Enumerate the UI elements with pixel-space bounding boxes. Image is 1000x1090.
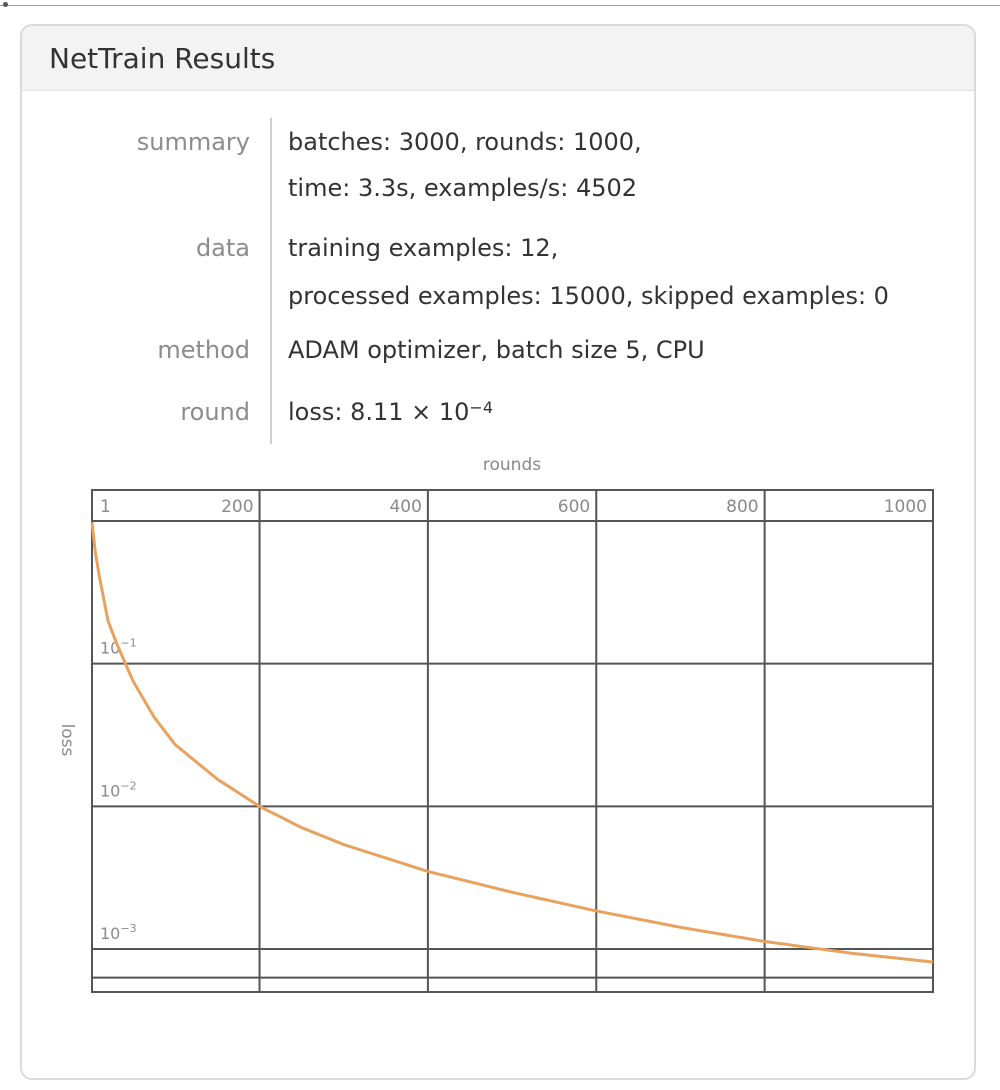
round-value: loss: 8.11 × 10−4 [288, 388, 493, 436]
summary-value-line1: batches: 3000, rounds: 1000, [288, 128, 642, 156]
nettrain-results-panel: NetTrain Results summary batches: 3000, … [20, 24, 976, 1080]
y-tick-label: 10−2 [100, 779, 137, 800]
x-axis-title: rounds [483, 455, 541, 475]
top-divider [0, 0, 1000, 7]
data-value-line2: processed examples: 15000, skipped examp… [288, 282, 889, 310]
y-tick-label: 10−1 [100, 637, 137, 658]
y-tick-label: 10−3 [100, 922, 137, 943]
data-label: data [195, 234, 250, 262]
x-tick-label: 600 [558, 497, 590, 517]
x-tick-label: 200 [221, 497, 253, 517]
method-value: ADAM optimizer, batch size 5, CPU [288, 336, 705, 364]
panel-header: NetTrain Results [22, 26, 974, 91]
panel-title: NetTrain Results [49, 41, 276, 75]
method-label: method [157, 336, 250, 364]
data-value-line1: training examples: 12, [288, 234, 559, 262]
loss-series-line [90, 522, 934, 964]
summary-value-line2: time: 3.3s, examples/s: 4502 [288, 174, 638, 202]
x-tick-label: 1 [100, 497, 111, 517]
info-divider [270, 118, 272, 444]
round-loss-exponent: −4 [469, 398, 494, 417]
x-tick-label: 1000 [884, 497, 927, 517]
x-tick-label: 400 [389, 497, 421, 517]
round-loss-text: loss: 8.11 × 10 [288, 398, 470, 426]
round-label: round [180, 398, 250, 426]
chart-frame [91, 489, 934, 993]
y-axis-title: loss [57, 724, 77, 757]
summary-label: summary [136, 128, 250, 156]
x-tick-label: 800 [726, 497, 758, 517]
